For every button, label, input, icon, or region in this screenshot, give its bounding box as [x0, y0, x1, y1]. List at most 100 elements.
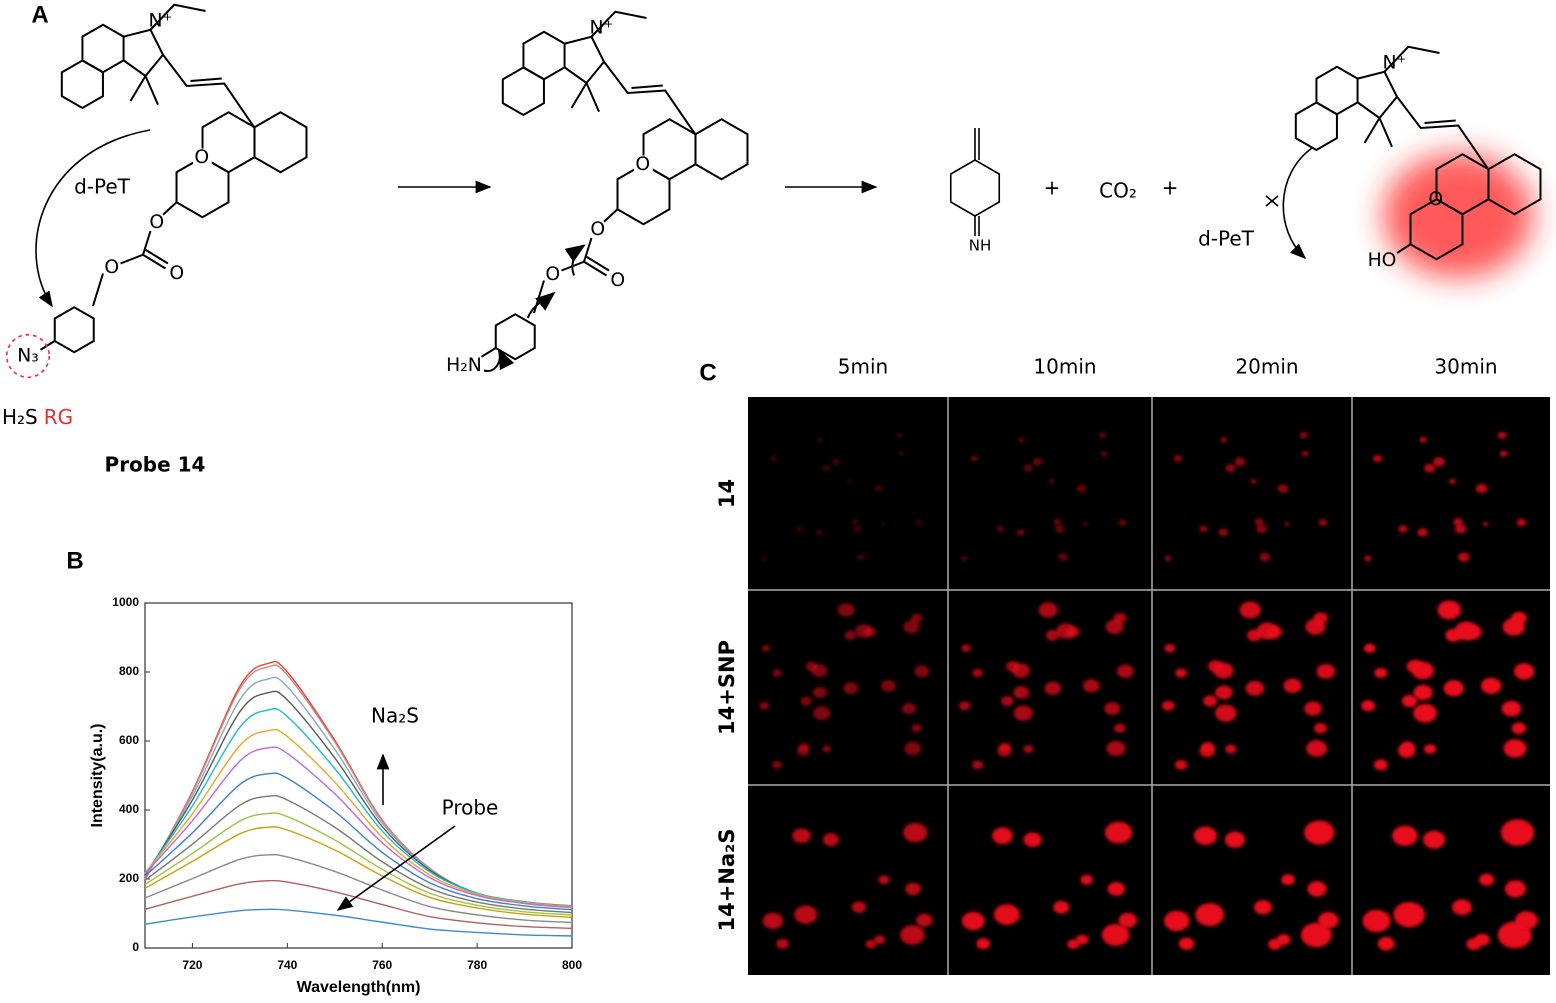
y-tick-label: 200 — [119, 871, 139, 885]
cell — [1398, 525, 1408, 533]
cell — [1433, 457, 1446, 467]
cell — [1058, 553, 1069, 561]
cell — [1306, 740, 1328, 757]
probe-name: Probe 14 — [105, 453, 206, 477]
cell — [1053, 518, 1062, 526]
ring — [53, 306, 95, 354]
cell — [1301, 922, 1332, 948]
cell — [1193, 826, 1217, 846]
cell — [1372, 454, 1383, 463]
cell — [1305, 618, 1326, 635]
spectrum-line — [144, 728, 573, 908]
y-axis-title: Intensity(a.u.) — [89, 723, 106, 827]
cell — [896, 432, 903, 438]
cell — [1201, 742, 1215, 753]
cell — [905, 882, 921, 896]
cell — [792, 828, 811, 844]
column-header: 10min — [1033, 355, 1096, 379]
cell — [822, 464, 831, 472]
ring — [616, 163, 671, 226]
spectrum-line — [144, 707, 573, 907]
y-tick-label: 600 — [119, 733, 139, 747]
bond — [585, 255, 610, 272]
bond — [590, 10, 647, 38]
cell — [916, 913, 933, 927]
bond — [120, 230, 152, 265]
cell — [874, 485, 884, 492]
cell — [817, 437, 823, 443]
tag: RG — [44, 405, 73, 429]
cell — [1075, 934, 1089, 945]
cell — [1513, 663, 1535, 680]
x-tick-label: 780 — [467, 958, 487, 972]
x-tick-label: 760 — [372, 958, 392, 972]
cell — [1199, 525, 1208, 533]
bond — [39, 340, 56, 351]
cell — [880, 522, 885, 526]
annotation: Probe — [442, 796, 499, 820]
bond — [144, 248, 169, 265]
panel-label: A — [31, 1, 48, 28]
cell — [961, 911, 985, 931]
co2: CO₂ — [1099, 179, 1137, 203]
bond — [480, 347, 497, 358]
bond — [1396, 96, 1490, 170]
pet-arrow — [1282, 147, 1313, 260]
cell — [1012, 663, 1030, 678]
pet-arrow — [35, 129, 151, 308]
spectrum-line — [144, 853, 573, 924]
cell — [1055, 525, 1065, 533]
cell — [1474, 933, 1490, 946]
cell — [1234, 457, 1246, 467]
cell — [1116, 664, 1134, 679]
reactive-site-circle — [5, 333, 51, 379]
atom-label: H₂N — [446, 355, 482, 376]
cell — [1516, 518, 1527, 527]
cell — [1475, 483, 1488, 494]
bond — [142, 253, 167, 270]
cell — [1511, 722, 1527, 735]
spectrum-line — [144, 826, 573, 918]
cell — [1423, 744, 1437, 754]
bond — [92, 273, 104, 307]
cell — [837, 603, 855, 617]
bond — [533, 280, 545, 314]
x-tick-label: 800 — [562, 958, 582, 972]
cell — [855, 624, 873, 638]
cell — [1497, 431, 1507, 439]
cell — [822, 833, 840, 847]
spectrum-line — [144, 908, 573, 937]
atom-label: O — [635, 154, 650, 175]
cell — [1016, 528, 1026, 536]
cell — [812, 686, 827, 699]
cell — [1118, 519, 1127, 526]
atom-label: N⁺ — [149, 11, 173, 32]
cell — [1374, 667, 1388, 679]
cell — [800, 696, 812, 706]
cell — [1104, 702, 1121, 715]
cell — [1053, 900, 1070, 914]
cell — [976, 938, 991, 950]
bond — [603, 61, 697, 135]
cell — [972, 668, 983, 678]
bond — [583, 260, 608, 277]
bond — [1363, 117, 1381, 144]
electron-arrow — [564, 244, 586, 276]
cell — [1304, 701, 1322, 716]
panel-label: C — [699, 359, 716, 386]
bond — [149, 3, 206, 31]
cell — [1076, 484, 1087, 493]
cell — [1299, 432, 1308, 439]
cell — [1106, 740, 1126, 756]
cell — [1254, 900, 1272, 915]
cell — [996, 525, 1005, 532]
atom-label: O — [104, 257, 119, 278]
cell — [1283, 678, 1302, 694]
cell — [958, 701, 971, 711]
bond — [1378, 117, 1393, 148]
cell — [1023, 832, 1042, 847]
bond — [162, 54, 256, 128]
atom-label: O — [149, 212, 164, 233]
cell — [1107, 881, 1126, 896]
cell — [1256, 524, 1267, 534]
